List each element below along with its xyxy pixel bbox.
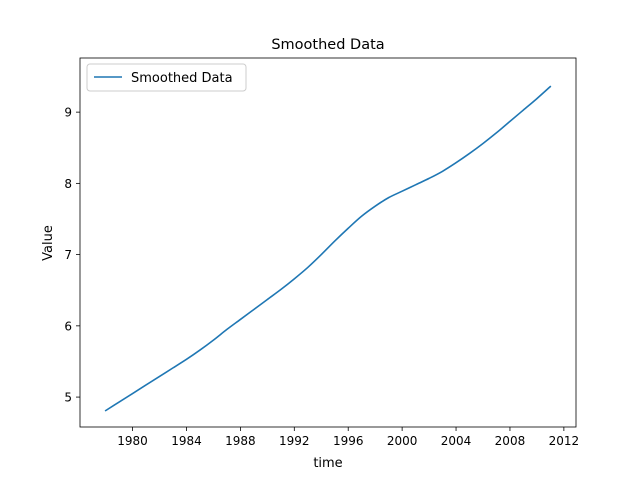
legend-label: Smoothed Data [131,71,233,86]
x-tick-label: 1984 [171,434,202,448]
y-tick-label: 5 [64,391,72,405]
x-axis: 1980 1984 1988 1992 1996 2000 2004 2008 2012 [117,427,579,448]
x-tick-label: 2012 [549,434,580,448]
legend-box [86,63,247,92]
x-tick-label: 2004 [441,434,472,448]
chart-title: Smoothed Data [271,37,384,53]
plot-frame [79,57,577,428]
x-tick-label: 2008 [495,434,526,448]
y-axis-label: Value [41,225,56,261]
x-tick-label: 2000 [387,434,418,448]
y-axis: 5 6 7 8 9 [64,106,80,405]
x-tick-label: 1996 [333,434,364,448]
x-axis-label: time [313,456,342,471]
series-layer [104,85,552,412]
y-tick-label: 7 [64,248,72,262]
y-tick-label: 9 [64,106,72,120]
legend: Smoothed Data [86,63,247,92]
x-tick-label: 1980 [117,434,148,448]
x-tick-label: 1988 [225,434,256,448]
plot-area [79,57,577,428]
y-tick-label: 6 [64,319,72,333]
series-line [104,85,552,412]
y-tick-label: 8 [64,177,72,191]
x-tick-label: 1992 [279,434,310,448]
